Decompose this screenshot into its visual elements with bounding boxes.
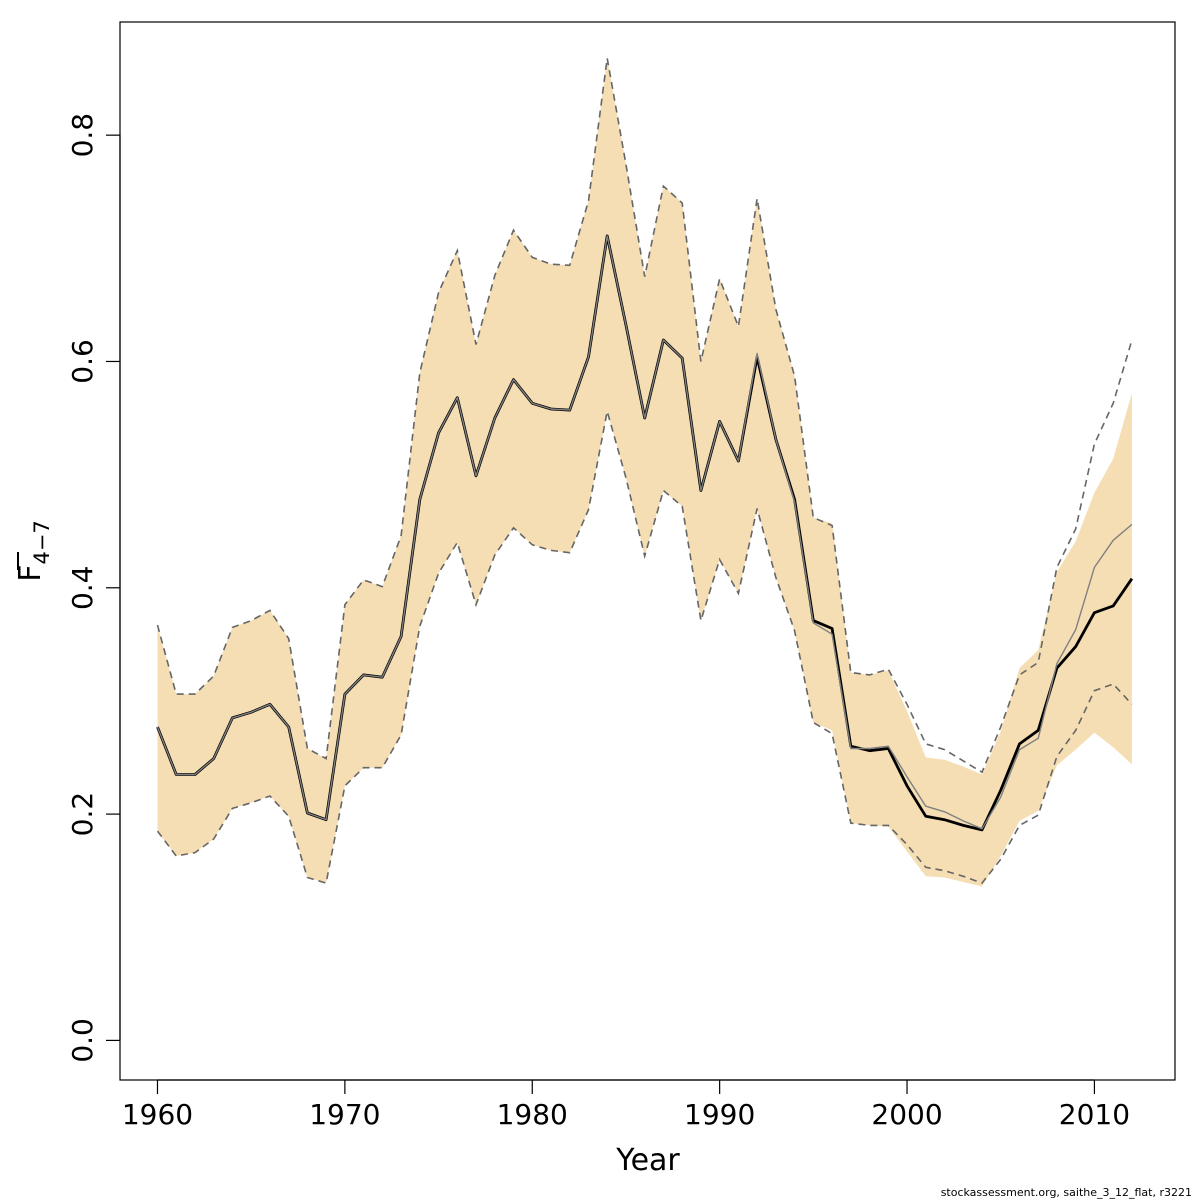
credit-text: stockassessment.org, saithe_3_12_flat, r… [941,1186,1192,1199]
x-tick-label: 2000 [871,1098,942,1131]
confidence-band [157,58,1132,887]
series-lines [156,58,1134,885]
y-axis-title-subscript: 4−7 [30,520,54,564]
ci-band-current [157,58,1132,887]
x-tick-label: 2010 [1059,1098,1130,1131]
series-line-previous-ci-upper [156,58,1133,774]
svg-text:F4−7: F4−7 [13,520,54,582]
y-axis-title: F [13,565,48,582]
y-tick-label: 0.4 [66,566,99,611]
x-tick-label: 1960 [122,1098,193,1131]
x-axis-title: Year [615,1143,680,1178]
x-tick-label: 1970 [309,1098,380,1131]
series-line-previous-estimate [156,235,1133,830]
y-axis: 0.0 0.2 0.4 0.6 0.8 [66,113,121,1063]
y-tick-label: 0.6 [66,339,99,384]
y-tick-label: 0.0 [66,1018,99,1063]
y-axis-title-group: F4−7 [13,520,54,582]
x-axis: 1960 1970 1980 1990 2000 2010 [122,1079,1130,1131]
x-tick-label: 1990 [684,1098,755,1131]
plot-frame [119,21,1176,1081]
y-tick-label: 0.8 [66,113,99,158]
series-line-previous-ci-lower [156,411,1133,885]
y-tick-label: 0.2 [66,792,99,837]
x-tick-label: 1980 [497,1098,568,1131]
